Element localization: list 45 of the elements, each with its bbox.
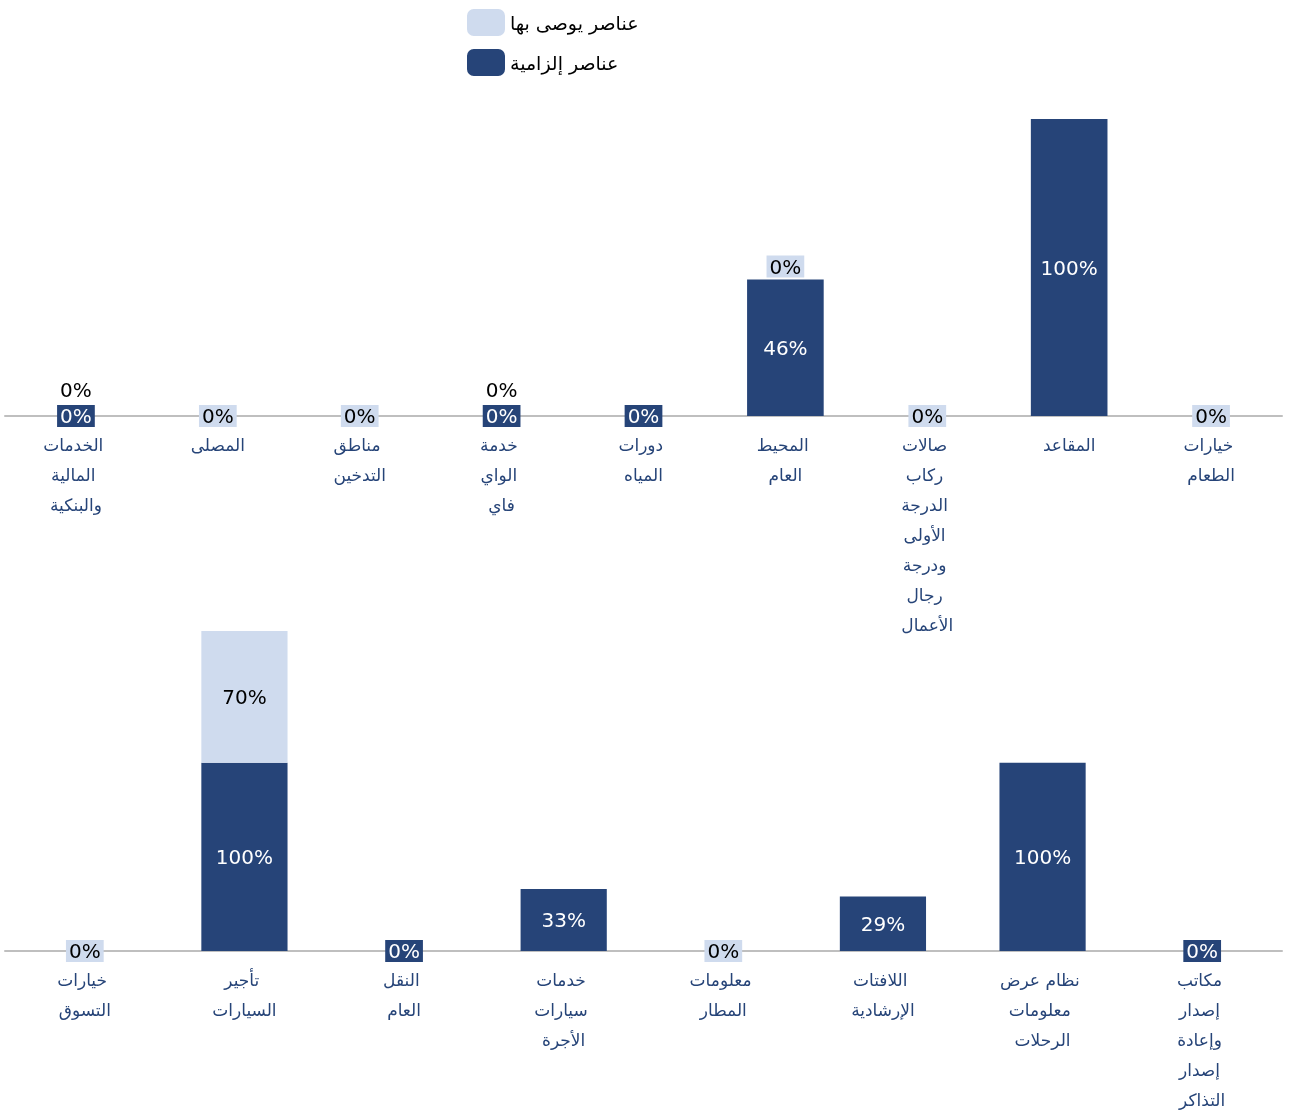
data-label: 0% xyxy=(485,404,518,428)
x-tick-label: نظام عرض معلومات الرحلات xyxy=(999,970,1086,1050)
x-tick-label: المحيط العام xyxy=(756,435,815,485)
data-label: 100% xyxy=(1013,844,1072,869)
x-tick-label: المقاعد xyxy=(1042,435,1096,455)
bar xyxy=(201,762,288,951)
data-label: 70% xyxy=(222,684,267,709)
data-label: 0% xyxy=(911,404,944,428)
data-label: 33% xyxy=(541,907,586,932)
data-label: 0% xyxy=(343,404,376,428)
x-tick-label: اللافتات الإرشادية xyxy=(851,970,915,1020)
bar xyxy=(201,631,288,763)
data-label: 0% xyxy=(769,255,802,280)
data-label: 0% xyxy=(1186,939,1219,963)
data-label: 46% xyxy=(763,335,808,360)
x-tick-label: المصلى xyxy=(190,435,245,455)
x-tick-label: النقل العام xyxy=(383,970,426,1020)
bar xyxy=(999,762,1086,951)
data-label: 100% xyxy=(215,844,274,869)
data-label: 0% xyxy=(627,404,660,428)
x-tick-label: مكاتب إصدار وإعادة إصدار التذاكر xyxy=(1176,970,1228,1110)
x-tick-label: تأجير السيارات xyxy=(212,968,277,1020)
x-tick-label: خدمة الواي فاي xyxy=(480,435,524,516)
x-tick-label: مناطق التدخين xyxy=(333,435,386,485)
x-tick-label: خيارات الطعام xyxy=(1183,435,1239,485)
data-label: 29% xyxy=(860,911,906,936)
legend-label: عناصر يوصى بها xyxy=(510,11,639,35)
x-tick-label: معلومات المطار xyxy=(689,970,758,1020)
data-label: 0% xyxy=(485,378,518,402)
x-tick-label: خدمات سيارات الأجرة xyxy=(534,970,594,1050)
x-tick-label: صالات ركاب الدرجة الأولى ودرجة رجال الأعمال xyxy=(901,435,954,635)
data-label: 0% xyxy=(60,404,92,428)
legend-label: عناصر إلزامية xyxy=(510,51,619,76)
bar xyxy=(520,888,607,951)
data-label: 0% xyxy=(707,939,740,963)
data-label: 0% xyxy=(1195,404,1227,428)
x-tick-label: الخدمات المالية والبنكية xyxy=(43,435,109,515)
data-label: 0% xyxy=(60,378,92,402)
x-tick-label: دورات المياه xyxy=(618,435,669,485)
bar xyxy=(839,896,927,951)
data-label: 0% xyxy=(201,404,234,428)
data-label: 0% xyxy=(68,939,101,963)
x-tick-label: خيارات التسوق xyxy=(57,970,113,1020)
data-label: 0% xyxy=(388,939,420,963)
data-label: 100% xyxy=(1040,255,1098,280)
